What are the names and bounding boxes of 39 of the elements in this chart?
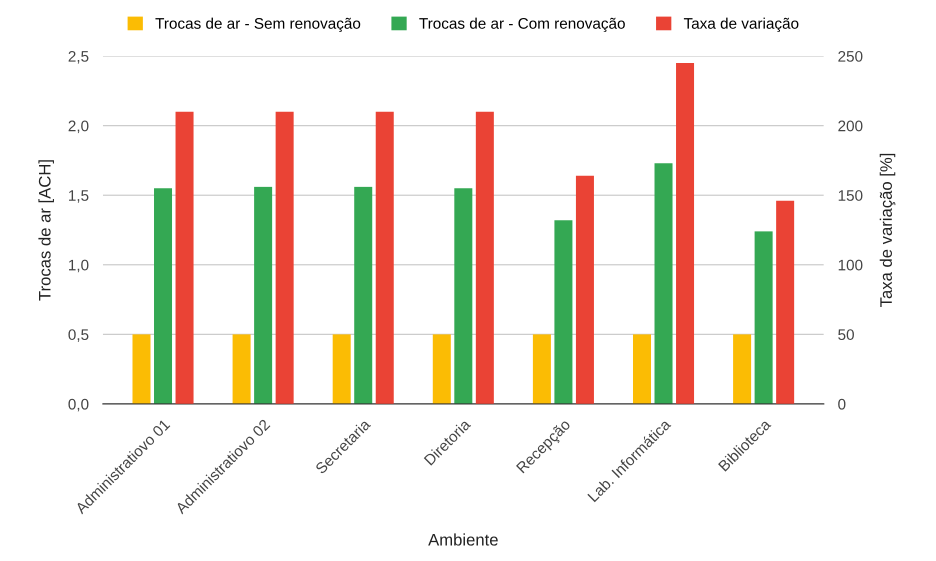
y2-tick-label: 150 bbox=[838, 190, 862, 201]
y2-tick-label: 0 bbox=[838, 398, 846, 410]
legend-label: Trocas de ar - Sem renovação bbox=[155, 18, 360, 32]
bar bbox=[676, 63, 694, 404]
bar bbox=[376, 112, 394, 404]
bar bbox=[476, 112, 494, 404]
y2-axis-title: Taxa de variação [%] bbox=[880, 154, 896, 307]
y2-tick-label: 250 bbox=[838, 50, 862, 62]
bar bbox=[332, 334, 351, 404]
bar bbox=[576, 176, 594, 404]
y-tick-label: 2,5 bbox=[68, 50, 88, 64]
y-tick-label: 1,5 bbox=[69, 190, 88, 203]
y-tick-label: 2,0 bbox=[68, 120, 88, 134]
bar bbox=[554, 220, 572, 404]
bar bbox=[632, 334, 652, 404]
legend-label: Taxa de variação bbox=[684, 18, 798, 32]
bar bbox=[254, 186, 272, 404]
y2-tick-label: 50 bbox=[838, 329, 854, 340]
y-axis-title: Trocas de ar [ACH] bbox=[38, 160, 54, 301]
legend-label: Trocas de ar - Com renovação bbox=[419, 18, 625, 32]
bar bbox=[654, 163, 673, 404]
bar bbox=[532, 334, 551, 404]
bar bbox=[354, 186, 372, 404]
y2-tick-label: 100 bbox=[838, 260, 862, 270]
x-axis-title: Ambiente bbox=[428, 533, 498, 546]
y2-tick-label: 200 bbox=[838, 120, 862, 132]
bar bbox=[454, 188, 472, 404]
bar bbox=[154, 188, 172, 404]
y-tick-label: 0,5 bbox=[68, 329, 88, 342]
bar bbox=[276, 112, 294, 404]
bar bbox=[432, 334, 451, 404]
bar bbox=[176, 112, 194, 404]
bar bbox=[733, 334, 752, 404]
y-tick-label: 0,0 bbox=[68, 398, 88, 412]
bar bbox=[132, 334, 151, 404]
y-tick-label: 1,0 bbox=[69, 260, 88, 272]
bar bbox=[776, 200, 794, 404]
bar bbox=[754, 231, 773, 404]
bar bbox=[232, 334, 251, 404]
